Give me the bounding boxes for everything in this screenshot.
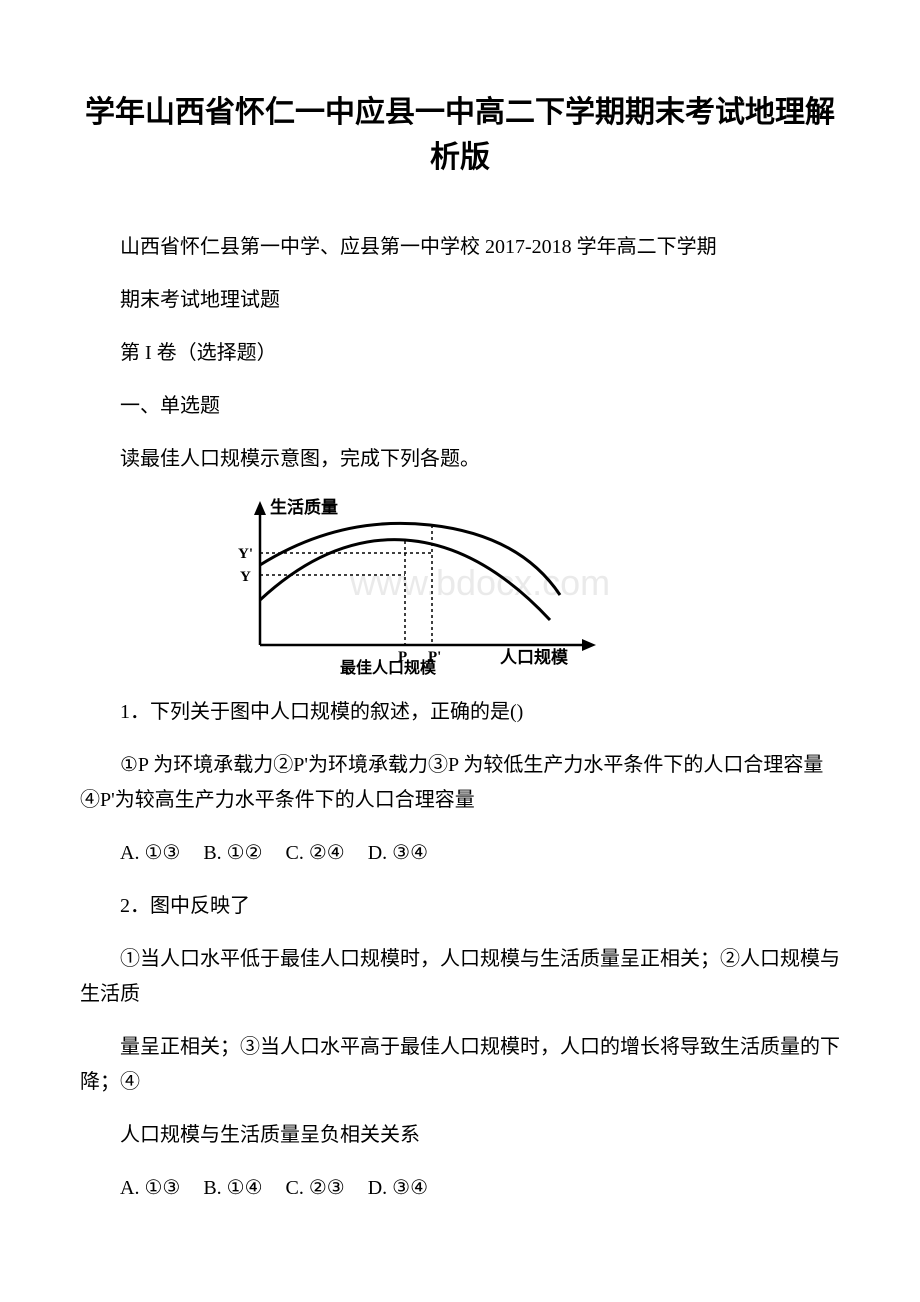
q1-detail: ①P 为环境承载力②P'为环境承载力③P 为较低生产力水平条件下的人口合理容量④… [80, 748, 840, 818]
intro-line-2: 期末考试地理试题 [80, 283, 840, 318]
intro-line-1: 山西省怀仁县第一中学、应县第一中学校 2017-2018 学年高二下学期 [80, 230, 840, 265]
instructions: 读最佳人口规模示意图，完成下列各题。 [80, 442, 840, 477]
q1-opt-b: B. ①② [203, 842, 262, 864]
q1-opt-c: C. ②④ [286, 842, 345, 864]
watermark-text: www.bdocx.com [349, 562, 610, 603]
y-axis-arrow [254, 501, 266, 515]
q2-line3: 人口规模与生活质量呈负相关关系 [80, 1118, 840, 1153]
q2-line1: ①当人口水平低于最佳人口规模时，人口规模与生活质量呈正相关；②人口规模与生活质 [80, 942, 840, 1012]
x-axis-label: 人口规模 [500, 647, 569, 667]
q2-opt-b: B. ①④ [203, 1177, 262, 1199]
tick-y: Y [240, 569, 251, 585]
section-type: 一、单选题 [80, 389, 840, 424]
q2-opt-c: C. ②③ [286, 1177, 345, 1199]
y-axis-label: 生活质量 [270, 497, 338, 517]
q2-options: A. ①③ B. ①④ C. ②③ D. ③④ [80, 1171, 840, 1206]
q2-opt-d: D. ③④ [368, 1177, 428, 1199]
q2-stem: 2．图中反映了 [80, 889, 840, 924]
q2-line2: 量呈正相关；③当人口水平高于最佳人口规模时，人口的增长将导致生活质量的下降；④ [80, 1030, 840, 1100]
page-title: 学年山西省怀仁一中应县一中高二下学期期末考试地理解析版 [80, 90, 840, 180]
x-sub-label: 最佳人口规模 [340, 658, 437, 675]
x-axis-arrow [582, 639, 596, 651]
q2-opt-a: A. ①③ [120, 1177, 180, 1199]
tick-y-prime: Y' [238, 546, 253, 562]
q1-options: A. ①③ B. ①② C. ②④ D. ③④ [80, 836, 840, 871]
section-part: 第 I 卷（选择题） [80, 336, 840, 371]
q1-opt-d: D. ③④ [368, 842, 428, 864]
population-chart: www.bdocx.com 生活质量 Y' Y [200, 495, 840, 675]
q1-stem: 1．下列关于图中人口规模的叙述，正确的是() [80, 695, 840, 730]
q1-opt-a: A. ①③ [120, 842, 180, 864]
